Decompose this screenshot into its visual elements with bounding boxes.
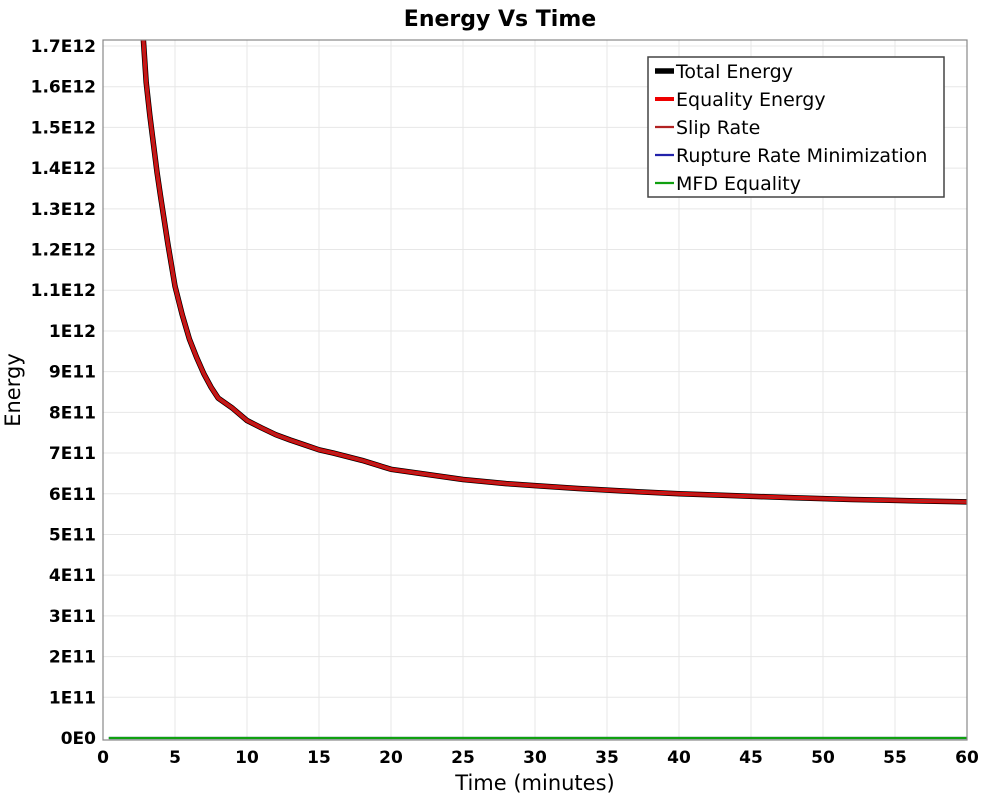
y-tick-label: 1.6E12 [31, 78, 96, 98]
series-lines [108, 40, 967, 740]
y-tick-label: 2E11 [49, 648, 96, 668]
chart-title: Energy Vs Time [404, 7, 596, 32]
x-tick-label: 25 [451, 748, 475, 768]
y-axis-label: Energy [1, 353, 25, 427]
legend-item-total-energy: Total Energy [655, 61, 793, 83]
legend-item-mfd-equality: MFD Equality [655, 173, 801, 195]
legend: Total Energy Equality Energy Slip Rate Rupt… [647, 56, 945, 198]
legend-label-total-energy: Total Energy [675, 61, 793, 83]
axis-ticks: 0E0 1E11 2E11 3E11 4E11 5E11 6E11 7E11 8E11 9E11 1… [31, 37, 979, 768]
legend-box [647, 56, 945, 198]
y-tick-label: 7E11 [49, 444, 96, 464]
y-tick-label: 4E11 [49, 566, 96, 586]
x-tick-label: 35 [595, 748, 619, 768]
legend-item-rupture-rate-minimization: Rupture Rate Minimization [655, 145, 927, 167]
plot-border [102, 39, 968, 741]
x-tick-label: 10 [235, 748, 259, 768]
x-tick-label: 15 [307, 748, 331, 768]
y-tick-label: 8E11 [49, 403, 96, 423]
y-tick-label: 5E11 [49, 525, 96, 545]
y-tick-label: 1.7E12 [31, 37, 96, 57]
series-line-slip-rate [142, 40, 967, 503]
x-tick-label: 30 [523, 748, 547, 768]
y-tick-label: 6E11 [49, 485, 96, 505]
x-tick-label: 20 [379, 748, 403, 768]
x-tick-label: 55 [883, 748, 907, 768]
y-tick-label: 1.2E12 [31, 241, 96, 261]
y-tick-label: 1E11 [49, 688, 96, 708]
y-tick-label: 1.5E12 [31, 118, 96, 138]
x-tick-label: 45 [739, 748, 763, 768]
y-tick-label: 1E12 [49, 322, 96, 342]
legend-label-slip-rate: Slip Rate [676, 117, 760, 139]
x-tick-label: 0 [97, 748, 109, 768]
y-tick-label: 1.3E12 [31, 200, 96, 220]
y-tick-label: 1.4E12 [31, 159, 96, 179]
legend-label-rupture-rate-minimization: Rupture Rate Minimization [676, 145, 927, 167]
x-tick-label: 60 [955, 748, 979, 768]
y-tick-label: 1.1E12 [31, 281, 96, 301]
legend-item-slip-rate: Slip Rate [655, 117, 760, 139]
x-tick-label: 40 [667, 748, 691, 768]
x-tick-label: 50 [811, 748, 835, 768]
legend-item-equality-energy: Equality Energy [655, 89, 826, 111]
y-tick-label: 3E11 [49, 607, 96, 627]
y-tick-label: 9E11 [49, 363, 96, 383]
x-axis-label: Time (minutes) [454, 771, 614, 795]
y-tick-label: 0E0 [61, 729, 96, 749]
x-tick-label: 5 [169, 748, 181, 768]
legend-label-mfd-equality: MFD Equality [676, 173, 801, 195]
legend-label-equality-energy: Equality Energy [676, 89, 826, 111]
